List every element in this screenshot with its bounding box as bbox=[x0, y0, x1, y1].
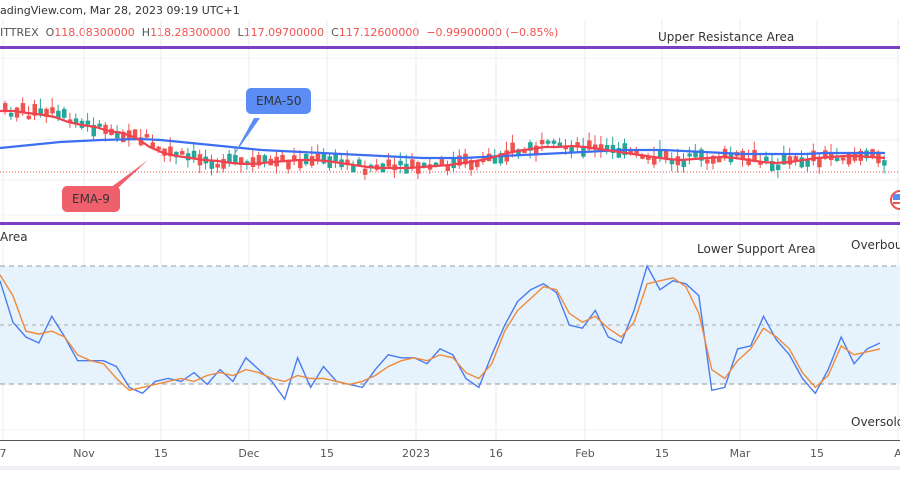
area-label: Area bbox=[0, 230, 28, 244]
time-axis-tick: 15 bbox=[154, 447, 168, 460]
low-value: 117.09700000 bbox=[243, 26, 325, 39]
time-axis-tick: Dec bbox=[238, 447, 260, 460]
time-axis-tick: Mar bbox=[729, 447, 751, 460]
ema50-line bbox=[0, 137, 885, 160]
ema50-callout: EMA-50 bbox=[246, 88, 312, 114]
time-axis-tick: 16 bbox=[489, 447, 503, 460]
us-flag-icon bbox=[890, 190, 900, 210]
ema9-callout: EMA-9 bbox=[62, 186, 120, 212]
time-axis-tick: 2023 bbox=[402, 447, 430, 460]
symbol-name: ITTREX bbox=[0, 26, 39, 39]
time-axis-tick: 15 bbox=[810, 447, 824, 460]
time-axis-tick: A bbox=[894, 447, 900, 460]
pane-separator-line bbox=[0, 222, 900, 225]
close-value: 117.12600000 bbox=[338, 26, 420, 39]
time-axis-tick: 7 bbox=[0, 447, 7, 460]
time-axis-tick: 15 bbox=[320, 447, 334, 460]
stoch-k-line bbox=[0, 264, 881, 401]
upper-resistance-label: Upper Resistance Area bbox=[658, 30, 795, 44]
open-value: 118.08300000 bbox=[54, 26, 135, 39]
overbought-label: Overbou bbox=[851, 238, 900, 252]
lower-support-label: Lower Support Area bbox=[697, 242, 816, 256]
source-timestamp: adingView.com, Mar 28, 2023 09:19 UTC+1 bbox=[0, 4, 240, 17]
ohlc-legend: ITTREX O118.08300000 H118.28300000 L117.… bbox=[0, 26, 559, 39]
time-axis-tick: 15 bbox=[655, 447, 669, 460]
ema9-callout-pointer bbox=[110, 160, 148, 188]
ema50-callout-pointer bbox=[232, 118, 260, 158]
upper-resistance-line bbox=[0, 46, 900, 49]
chart-canvas[interactable] bbox=[0, 0, 900, 440]
time-axis[interactable]: 7 Nov 15 Dec 15 2023 16 Feb 15 Mar 15 A bbox=[0, 440, 900, 467]
time-axis-tick: Nov bbox=[73, 447, 95, 460]
high-value: 118.28300000 bbox=[150, 26, 231, 39]
time-axis-tick: Feb bbox=[575, 447, 595, 460]
change-value: −0.99900000 (−0.85%) bbox=[426, 26, 559, 39]
bottom-strip bbox=[0, 466, 900, 470]
stoch-d-line bbox=[0, 274, 881, 392]
oversold-label: Oversold bbox=[851, 415, 900, 429]
ema9-line bbox=[0, 109, 886, 170]
